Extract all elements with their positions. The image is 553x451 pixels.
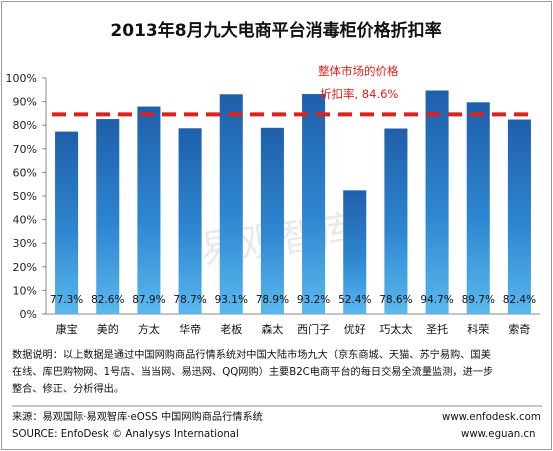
y-tick-label: 20% — [13, 261, 37, 274]
category-label: 老板 — [220, 322, 242, 336]
category-label: 西门子 — [297, 322, 330, 336]
bar-康宝 — [55, 131, 79, 314]
value-label: 78.6% — [379, 294, 412, 306]
value-label: 82.4% — [503, 294, 536, 306]
value-label: 94.7% — [420, 294, 453, 306]
reference-annotation-line1: 整体市场的价格 — [318, 64, 399, 78]
category-label: 圣托 — [426, 322, 448, 336]
y-tick-label: 90% — [13, 96, 37, 109]
bar-华帝 — [178, 128, 202, 314]
value-label: 82.6% — [91, 294, 124, 306]
category-label: 方太 — [138, 322, 160, 336]
url-eguan: www.eguan.cn — [461, 429, 536, 440]
value-label: 77.3% — [50, 294, 83, 306]
bar-森太 — [260, 127, 284, 315]
bar-索奇 — [507, 119, 531, 314]
y-tick-label: 0% — [20, 308, 37, 321]
chart-title: 2013年8月九大电商平台消毒柜价格折扣率 — [110, 20, 441, 41]
category-label: 优好 — [344, 322, 366, 336]
value-label: 87.9% — [132, 294, 165, 306]
reference-annotation-line2: 折扣率, 84.6% — [320, 87, 398, 101]
bar-美的 — [96, 119, 120, 315]
y-tick-label: 70% — [13, 143, 37, 156]
data-note-line1: 数据说明：以上数据是通过中国网购商品行情系统对中国大陆市场九大（京东商城、天猫、… — [12, 350, 491, 361]
source-en: SOURCE: EnfoDesk © Analysys Internationa… — [12, 429, 239, 440]
value-labels: 77.3% 82.6% 87.9% 78.7% 93.1% 78.9% 93.2% 52.4%… — [50, 294, 536, 306]
value-label: 89.7% — [462, 294, 495, 306]
bar-优好 — [343, 190, 367, 314]
value-label: 93.1% — [215, 294, 248, 306]
y-tick-label: 100% — [6, 72, 37, 85]
y-tick-label: 60% — [13, 166, 37, 179]
value-label: 78.9% — [256, 294, 289, 306]
category-label: 森太 — [261, 322, 283, 336]
value-label: 52.4% — [338, 294, 371, 306]
category-label: 美的 — [97, 322, 119, 336]
category-label: 康宝 — [56, 322, 78, 336]
bar-巧太太 — [384, 128, 408, 314]
data-note-line2: 在线、库巴购物网、1号店、当当网、易迅网、QQ网购）主要B2C电商平台的每日交易… — [12, 367, 494, 378]
bar-方太 — [137, 106, 161, 314]
category-label: 索奇 — [508, 322, 530, 336]
y-tick-label: 50% — [13, 190, 37, 203]
url-enfodesk: www.enfodesk.com — [442, 412, 541, 423]
category-label: 科荣 — [467, 322, 489, 336]
data-note-line3: 整合、修正、分析得出。 — [12, 384, 125, 395]
y-tick-label: 30% — [13, 237, 37, 250]
bar-老板 — [219, 94, 243, 314]
value-label: 78.7% — [173, 294, 206, 306]
value-label: 93.2% — [297, 294, 330, 306]
bars — [55, 90, 531, 315]
y-axis: 0% 10% 20% 30% 40% 50% 60% 70% 80% 90% 100% — [6, 72, 540, 321]
bar-科荣 — [466, 102, 490, 314]
category-label: 华帝 — [179, 322, 201, 336]
y-tick-label: 40% — [13, 214, 37, 227]
source-cn: 来源：易观国际·易观智库·eOSS 中国网购商品行情系统 — [12, 412, 263, 423]
y-tick-label: 80% — [13, 119, 37, 132]
category-labels: 康宝 美的 方太 华帝 老板 森太 西门子 优好 巧太太 圣托 科荣 索奇 — [56, 322, 531, 336]
y-tick-label: 10% — [13, 284, 37, 297]
bar-圣托 — [425, 90, 449, 315]
category-label: 巧太太 — [379, 323, 412, 336]
bar-西门子 — [302, 94, 326, 314]
